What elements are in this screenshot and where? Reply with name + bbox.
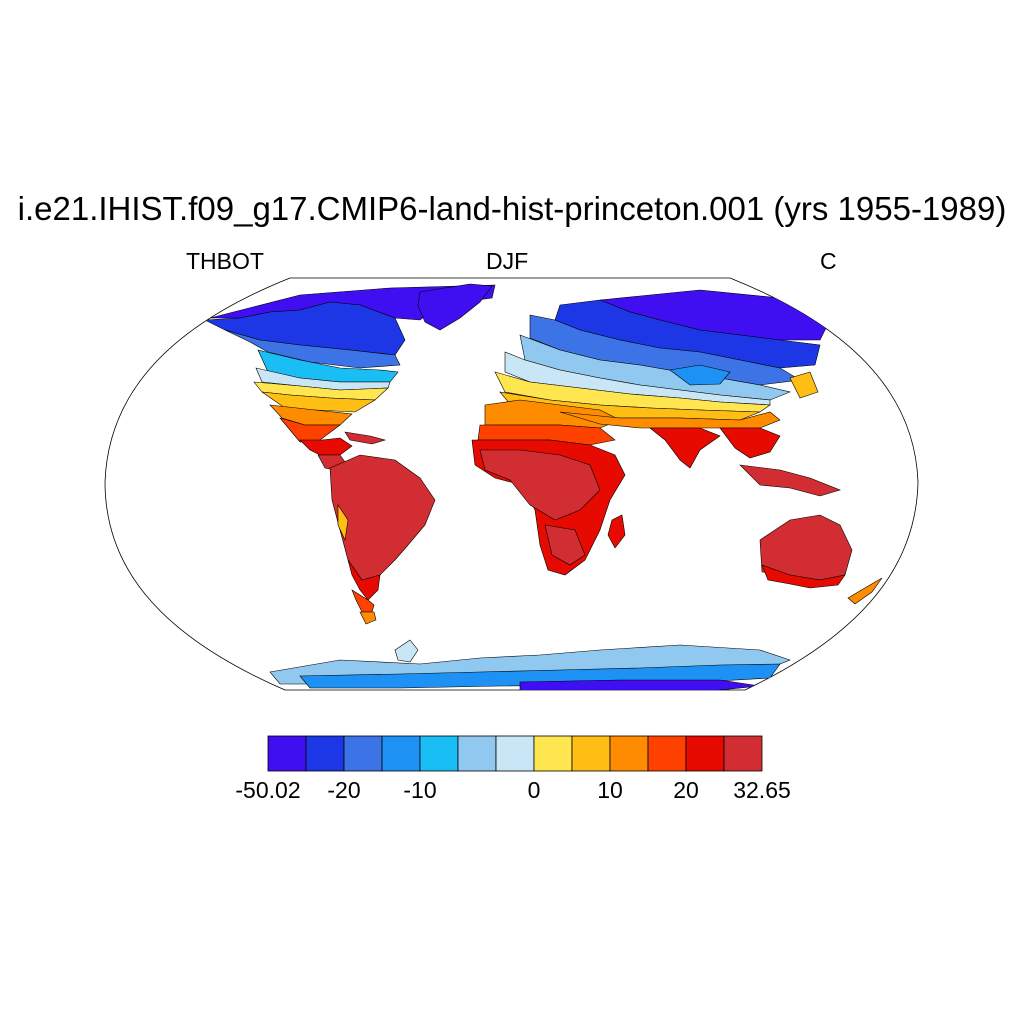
colorbar-tick-label: 20 — [673, 777, 699, 803]
greenland — [417, 283, 493, 331]
colorbar-swatch — [685, 735, 725, 772]
colorbar-swatch — [571, 735, 611, 772]
colorbar-swatch — [495, 735, 535, 772]
colorbar-swatch — [381, 735, 421, 772]
units-label: C — [820, 248, 837, 274]
australia — [759, 514, 883, 605]
plot-title: i.e21.IHIST.f09_g17.CMIP6-land-hist-prin… — [17, 190, 1007, 227]
colorbar-tick-label: 0 — [528, 777, 541, 803]
colorbar-tick-label: 10 — [597, 777, 623, 803]
colorbar-swatch — [609, 735, 649, 772]
colorbar-swatch — [267, 735, 307, 772]
south-asia — [559, 371, 841, 497]
colorbar-tick-label: 32.65 — [733, 777, 791, 803]
south-america — [329, 454, 436, 625]
africa — [471, 399, 626, 576]
colorbar-tick-label: -50.02 — [235, 777, 300, 803]
colorbar-swatch — [723, 735, 763, 772]
season-label: DJF — [486, 248, 529, 274]
eurasia — [494, 289, 831, 421]
colorbar-tick-label: -20 — [327, 777, 360, 803]
colorbar-swatch — [457, 735, 497, 772]
variable-label: THBOT — [186, 248, 264, 274]
colorbar-swatch — [533, 735, 573, 772]
colorbar-swatch — [305, 735, 345, 772]
colorbar-swatch — [647, 735, 687, 772]
antarctica — [269, 639, 791, 690]
colorbar-tick-label: -10 — [403, 777, 436, 803]
colorbar-swatch — [419, 735, 459, 772]
colorbar-swatch — [343, 735, 383, 772]
